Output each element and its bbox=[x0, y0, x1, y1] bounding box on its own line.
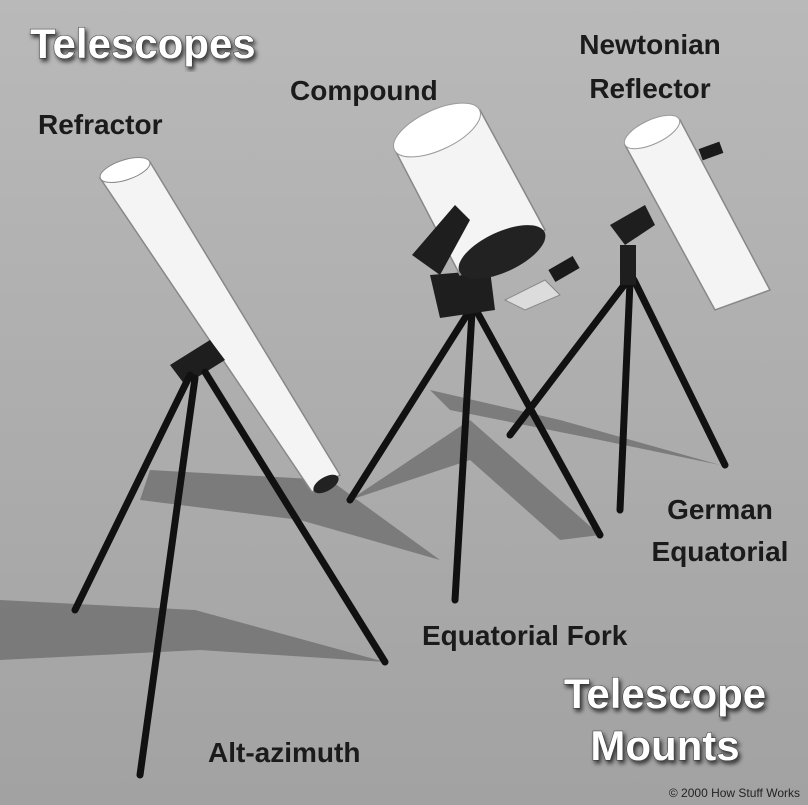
tripod-leg bbox=[616, 278, 634, 514]
mount-label: Equatorial Fork bbox=[422, 620, 628, 651]
shadow bbox=[430, 390, 720, 465]
diagonal bbox=[503, 279, 561, 311]
tube-end bbox=[393, 102, 481, 158]
fork bbox=[412, 205, 470, 275]
tube-end bbox=[623, 114, 681, 150]
tripod-leg bbox=[451, 308, 476, 604]
tripod-leg bbox=[136, 374, 199, 779]
mount-base bbox=[430, 270, 495, 318]
tripod-leg bbox=[630, 276, 729, 469]
pier bbox=[620, 245, 636, 285]
eyepiece bbox=[548, 255, 580, 283]
mount-label: Alt-azimuth bbox=[208, 737, 360, 768]
shadow bbox=[350, 420, 600, 540]
telescope-label: Compound bbox=[290, 75, 438, 106]
eyepiece bbox=[313, 474, 339, 494]
telescope-label: Refractor bbox=[38, 109, 163, 140]
tripod-leg bbox=[346, 306, 474, 504]
tripod-leg bbox=[506, 276, 632, 439]
mount-label: German bbox=[667, 494, 773, 525]
telescope-label: Reflector bbox=[589, 73, 710, 104]
tube-end bbox=[99, 157, 151, 183]
mount-head bbox=[610, 205, 655, 245]
copyright: © 2000 How Stuff Works bbox=[669, 786, 800, 800]
mount-label: Equatorial bbox=[652, 536, 789, 567]
telescope-label: Newtonian bbox=[579, 29, 721, 60]
mounts-title: Mounts bbox=[590, 722, 739, 769]
mount-head bbox=[170, 340, 225, 385]
tripod-leg bbox=[472, 306, 604, 539]
tripod-leg bbox=[71, 371, 194, 614]
mounts-title: Telescope bbox=[564, 670, 766, 717]
title: Telescopes bbox=[30, 20, 256, 67]
tube-back bbox=[458, 225, 546, 279]
tripod-leg bbox=[201, 368, 389, 666]
eyepiece bbox=[698, 141, 724, 161]
shadow bbox=[0, 600, 385, 662]
